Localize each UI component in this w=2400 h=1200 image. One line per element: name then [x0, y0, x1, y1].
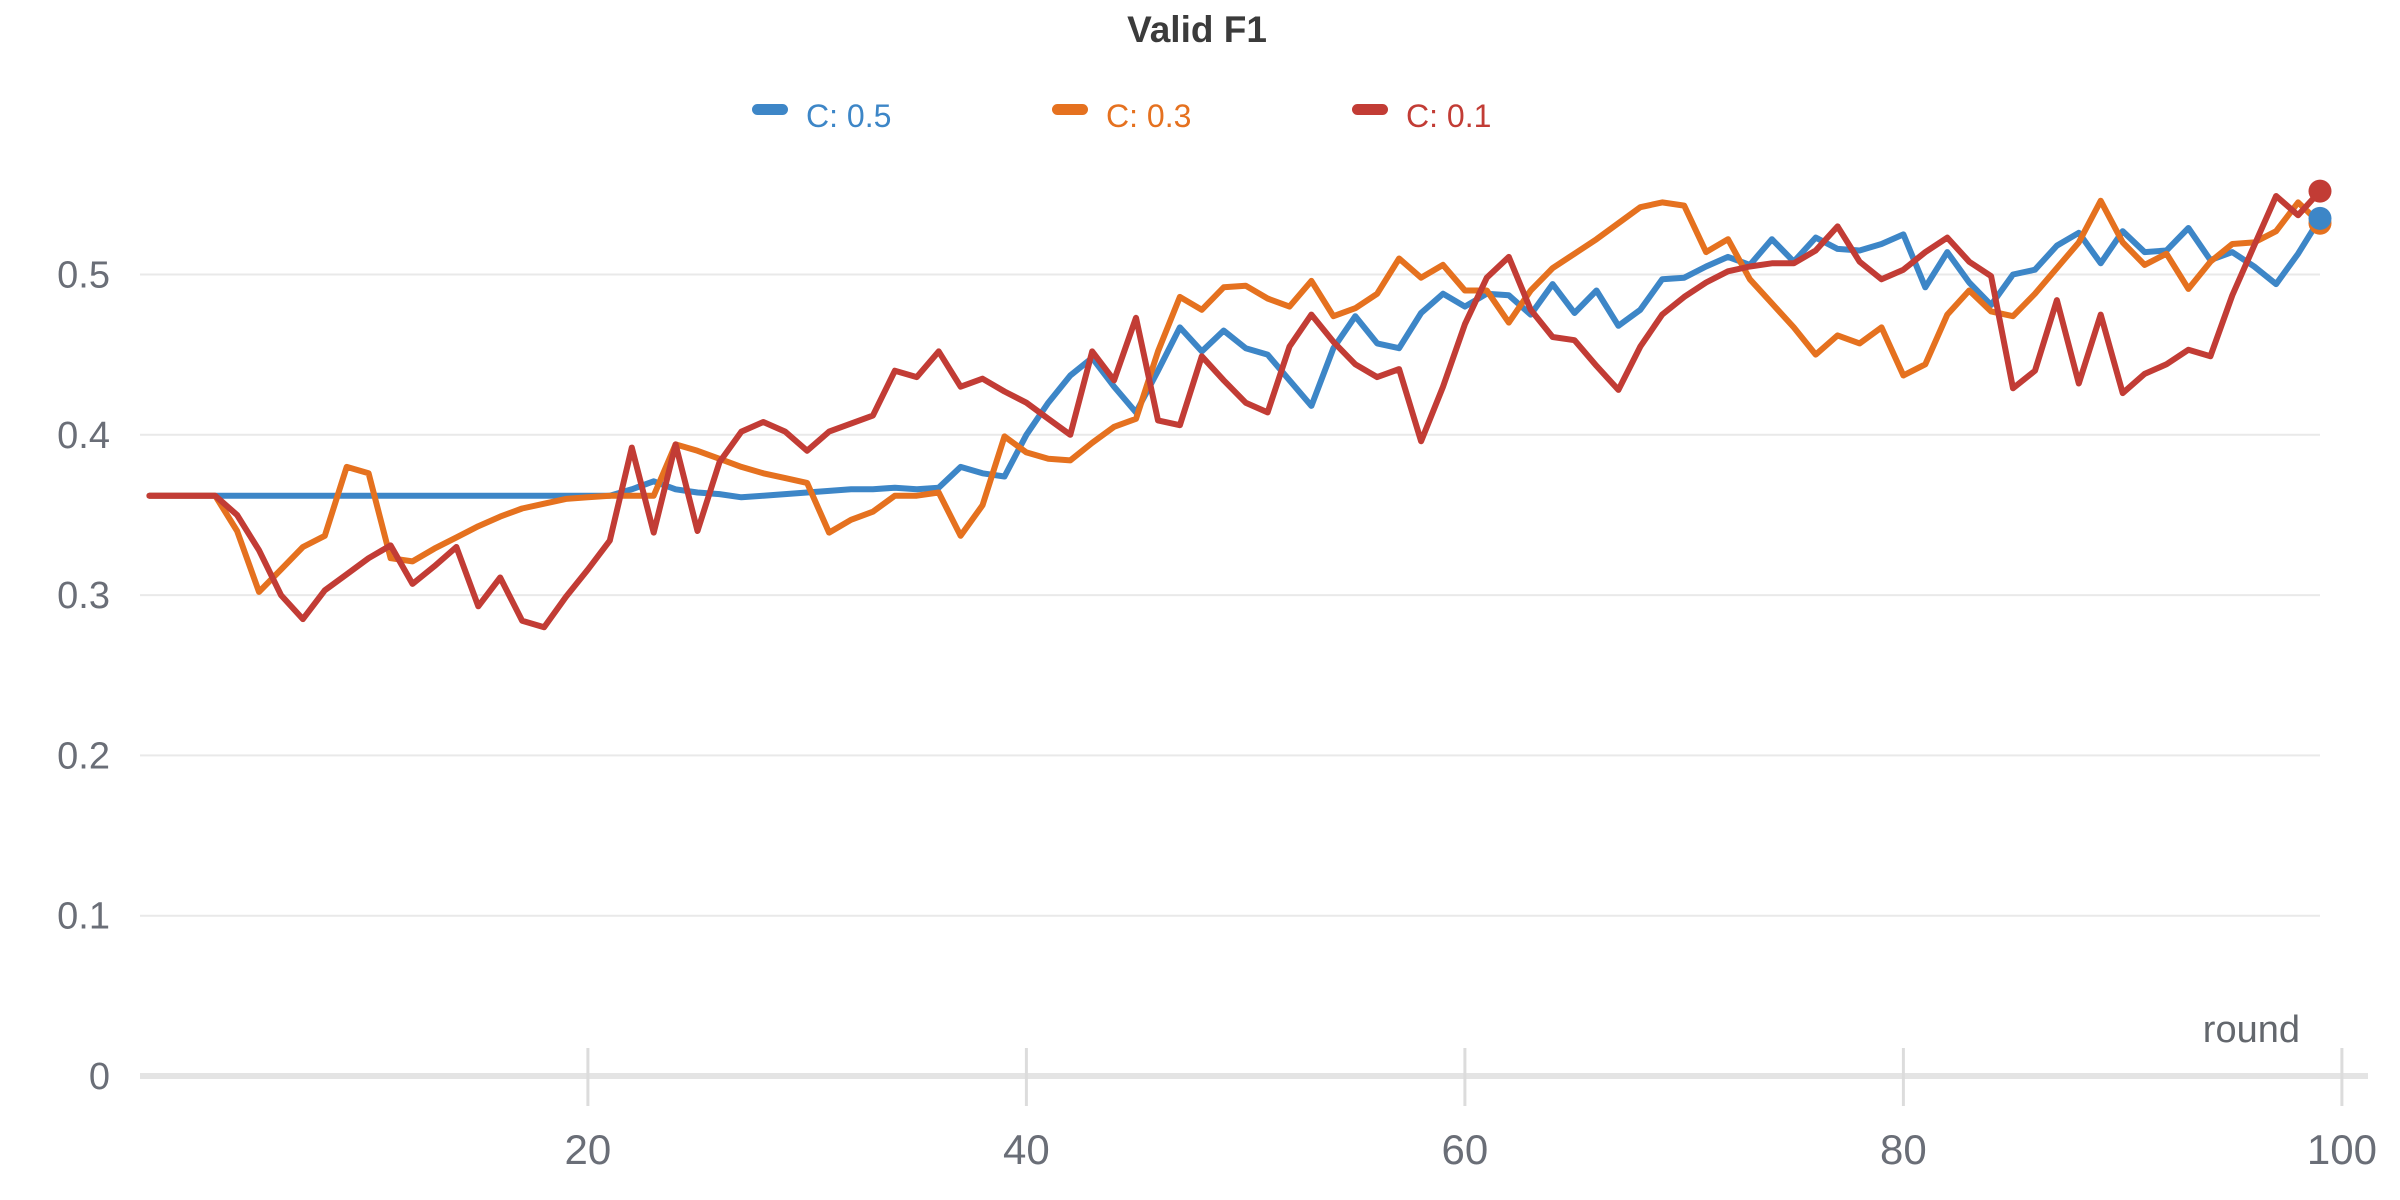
legend-swatch-icon — [752, 104, 788, 115]
y-tick-label-0.5: 0.5 — [57, 255, 110, 297]
y-tick-label-0.2: 0.2 — [57, 735, 110, 777]
x-tick-label-40: 40 — [1003, 1126, 1050, 1173]
x-tick-label-80: 80 — [1880, 1126, 1927, 1173]
x-tick-label-20: 20 — [565, 1126, 612, 1173]
series-line-2-c-0-1[interactable] — [146, 188, 2323, 631]
y-tick-label-0: 0 — [89, 1056, 110, 1098]
y-tick-label-0.4: 0.4 — [57, 415, 110, 457]
series-group — [146, 188, 2323, 631]
gridlines: 0 0.1 0.2 0.3 0.4 0.5 — [57, 255, 2368, 1098]
legend-label: C: 0.3 — [1106, 98, 1191, 134]
end-marker-0-c-0-5[interactable] — [2308, 206, 2332, 230]
legend-item-c-0-3[interactable]: C: 0.3 — [1052, 98, 1191, 134]
x-tick-label-100: 100 — [2307, 1126, 2377, 1173]
y-tick-label-0.3: 0.3 — [57, 575, 110, 617]
legend-item-c-0-5[interactable]: C: 0.5 — [752, 98, 891, 134]
x-axis-title: round — [2203, 1009, 2300, 1051]
legend-swatch-icon — [1052, 104, 1088, 115]
legend-label: C: 0.1 — [1406, 98, 1491, 134]
legend-item-c-0-1[interactable]: C: 0.1 — [1352, 98, 1491, 134]
series-line-0-c-0-5[interactable] — [146, 215, 2323, 501]
y-tick-label-0.1: 0.1 — [57, 896, 110, 938]
x-tick-label-60: 60 — [1442, 1126, 1489, 1173]
legend-swatch-icon — [1352, 104, 1388, 115]
end-markers — [2308, 179, 2332, 235]
series-line-1-c-0-3[interactable] — [146, 197, 2323, 595]
chart-title: Valid F1 — [1127, 9, 1267, 50]
legend: C: 0.5 C: 0.3 C: 0.1 — [752, 98, 1491, 134]
legend-label: C: 0.5 — [806, 98, 891, 134]
x-axis: 20 40 60 80 100 — [565, 1048, 2377, 1173]
end-marker-2-c-0-1[interactable] — [2308, 179, 2332, 203]
